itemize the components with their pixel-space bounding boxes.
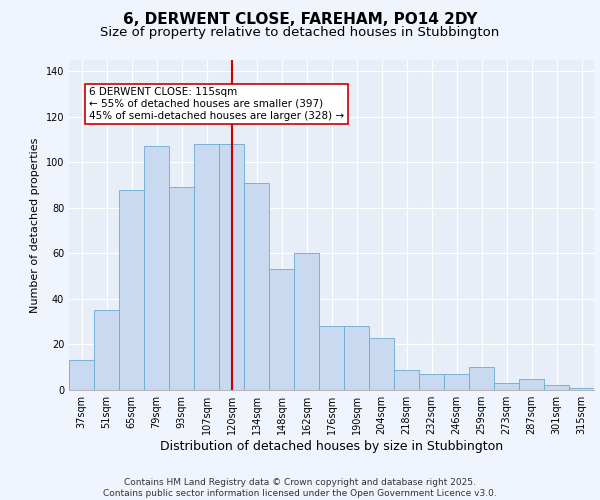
Y-axis label: Number of detached properties: Number of detached properties (30, 138, 40, 312)
Bar (519, 378, 544, 390)
Bar (69, 360, 94, 390)
Bar (419, 374, 444, 390)
Bar (394, 370, 419, 390)
Bar (169, 188, 194, 390)
Text: 6, DERWENT CLOSE, FAREHAM, PO14 2DY: 6, DERWENT CLOSE, FAREHAM, PO14 2DY (123, 12, 477, 28)
Bar (544, 386, 569, 390)
Bar (369, 338, 394, 390)
Text: Size of property relative to detached houses in Stubbington: Size of property relative to detached ho… (100, 26, 500, 39)
Bar (244, 183, 269, 390)
Bar (144, 146, 169, 390)
Bar (94, 310, 119, 390)
Text: Contains HM Land Registry data © Crown copyright and database right 2025.
Contai: Contains HM Land Registry data © Crown c… (103, 478, 497, 498)
Text: 6 DERWENT CLOSE: 115sqm
← 55% of detached houses are smaller (397)
45% of semi-d: 6 DERWENT CLOSE: 115sqm ← 55% of detache… (89, 88, 344, 120)
Bar (469, 367, 494, 390)
Bar (269, 270, 294, 390)
Bar (319, 326, 344, 390)
Bar (494, 383, 519, 390)
Bar (219, 144, 244, 390)
X-axis label: Distribution of detached houses by size in Stubbington: Distribution of detached houses by size … (160, 440, 503, 453)
Bar (194, 144, 219, 390)
Bar (119, 190, 144, 390)
Bar (344, 326, 369, 390)
Bar (444, 374, 469, 390)
Bar (294, 254, 319, 390)
Bar (569, 388, 594, 390)
